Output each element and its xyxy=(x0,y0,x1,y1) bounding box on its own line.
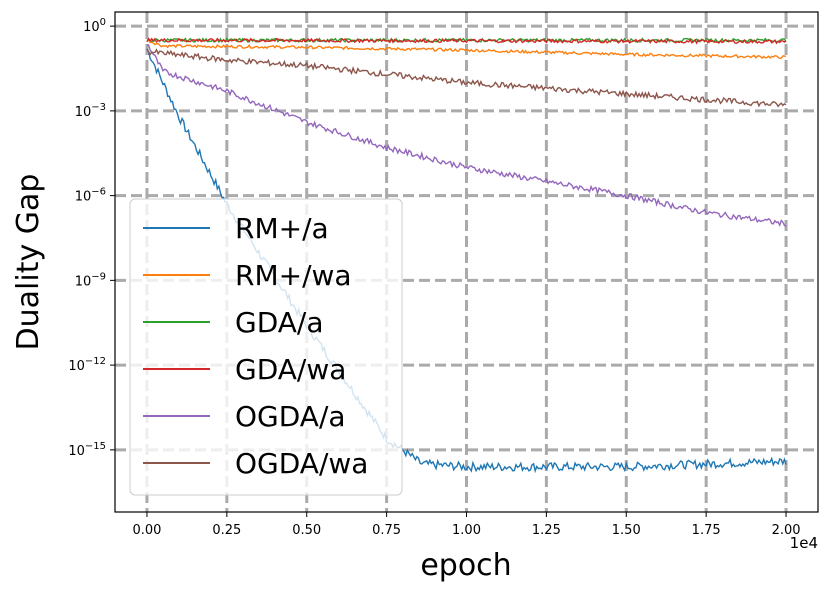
legend-label-gda-wa: GDA/wa xyxy=(235,353,346,386)
x-tick-label: 1.00 xyxy=(452,523,481,538)
x-tick-label: 0.25 xyxy=(212,523,241,538)
y-tick-label: 10−6 xyxy=(75,187,106,205)
legend-label-ogda-a: OGDA/a xyxy=(235,400,346,433)
y-axis-title: Duality Gap xyxy=(11,174,46,351)
series-line-ogda-a xyxy=(146,44,787,228)
series-line-ogda-wa xyxy=(146,48,787,108)
x-offset-label: 1e4 xyxy=(790,534,818,552)
legend-label-rm-a: RM+/a xyxy=(235,212,329,245)
y-tick-label: 100 xyxy=(83,17,106,35)
legend-label-ogda-wa: OGDA/wa xyxy=(235,447,368,480)
y-tick-label: 10−9 xyxy=(75,271,106,289)
x-tick-label: 1.50 xyxy=(612,523,641,538)
legend-label-gda-a: GDA/a xyxy=(235,306,324,339)
series-line-gda-wa xyxy=(146,37,787,45)
x-axis-title: epoch xyxy=(420,548,511,583)
y-axis: 100 10−3 10−6 10−9 10−12 10−15 xyxy=(68,17,115,459)
y-tick-label: 10−15 xyxy=(68,441,106,459)
x-tick-label: 0.75 xyxy=(372,523,401,538)
x-axis: 0.00 0.25 0.50 0.75 1.00 1.25 1.50 1.75 2.00 xyxy=(132,512,801,538)
x-tick-label: 2.00 xyxy=(772,523,801,538)
y-tick-label: 10−12 xyxy=(68,356,106,374)
y-tick-label: 10−3 xyxy=(75,102,106,120)
legend-label-rm-wa: RM+/wa xyxy=(235,259,352,292)
x-tick-label: 1.25 xyxy=(532,523,561,538)
x-tick-label: 1.75 xyxy=(692,523,721,538)
x-tick-label: 0.00 xyxy=(132,523,161,538)
legend-box xyxy=(129,198,403,496)
legend: RM+/a RM+/wa GDA/a GDA/wa OGDA/a OGDA/wa xyxy=(129,198,403,496)
x-tick-label: 0.50 xyxy=(292,523,321,538)
series-line-rm-wa xyxy=(146,39,787,60)
